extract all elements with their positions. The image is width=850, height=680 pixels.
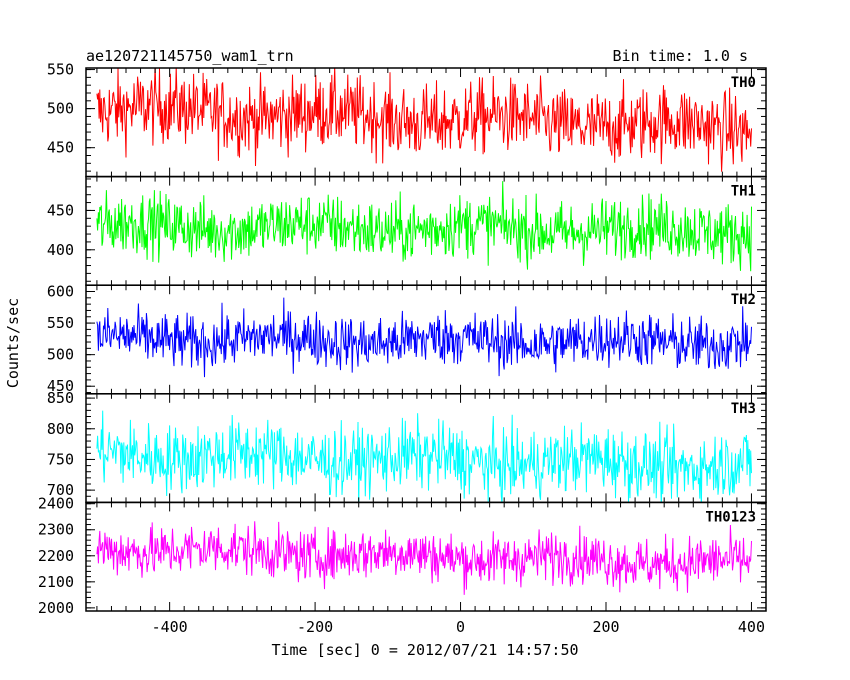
- y-tick-label: 500: [47, 346, 74, 364]
- y-tick-label: 600: [47, 283, 74, 301]
- series-line-th3: [96, 410, 752, 503]
- y-tick-label: 550: [47, 314, 74, 332]
- panel-label-th2: TH2: [731, 292, 756, 308]
- y-tick-label: 500: [47, 100, 74, 118]
- series-line-th1: [96, 181, 752, 272]
- y-tick-label: 700: [47, 481, 74, 499]
- panel-label-th3: TH3: [731, 401, 756, 417]
- panels-group: TH0 450 500 550 TH1 400 450 TH2 450 500 550 600 TH3 7…: [38, 61, 767, 636]
- y-tick-label: 2300: [38, 521, 74, 539]
- chart-title-right: Bin time: 1.0 s: [613, 47, 748, 65]
- x-tick-label: 200: [592, 618, 619, 636]
- x-tick-label: -200: [297, 618, 333, 636]
- chart-title-left: ae120721145750_wam1_trn: [86, 47, 294, 65]
- y-tick-label: 750: [47, 450, 74, 468]
- y-axis-label: Counts/sec: [4, 298, 22, 388]
- panel-label-th1: TH1: [731, 184, 756, 200]
- panel-frame-th0123: [85, 501, 767, 612]
- y-tick-label: 2400: [38, 495, 74, 513]
- x-tick-label: 400: [738, 618, 765, 636]
- panel-label-th0123: TH0123: [705, 509, 756, 525]
- series-line-th0: [96, 68, 752, 172]
- y-tick-label: 400: [47, 241, 74, 259]
- x-tick-label: 0: [456, 618, 465, 636]
- y-tick-label: 450: [47, 377, 74, 395]
- y-tick-label: 2100: [38, 573, 74, 591]
- y-tick-label: 800: [47, 420, 74, 438]
- y-tick-label: 2200: [38, 547, 74, 565]
- x-tick-label: -400: [152, 618, 188, 636]
- series-line-th0123: [96, 521, 752, 595]
- y-tick-label: 850: [47, 389, 74, 407]
- x-axis-label: Time [sec] 0 = 2012/07/21 14:57:50: [271, 641, 578, 659]
- y-tick-label: 450: [47, 201, 74, 219]
- y-tick-label: 550: [47, 61, 74, 79]
- y-tick-label: 450: [47, 139, 74, 157]
- y-tick-label: 2000: [38, 599, 74, 617]
- series-line-th2: [96, 297, 752, 378]
- panel-label-th0: TH0: [731, 75, 756, 91]
